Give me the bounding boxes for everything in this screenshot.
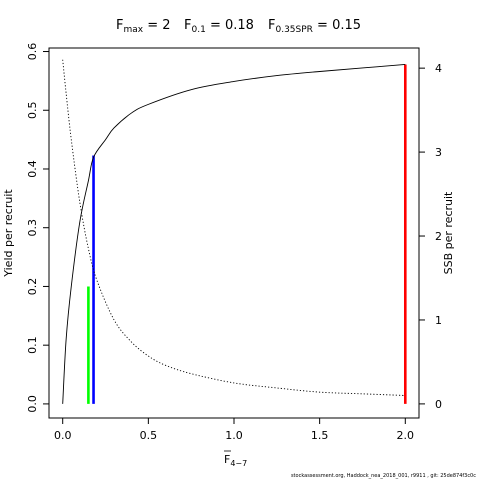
series-layer [62,59,406,404]
y-left-tick-label: 0.6 [26,43,39,61]
reference-lines [87,64,407,404]
y-right-axis: 0 1 2 3 4 [419,62,442,411]
x-axis-title: F4−7 [224,453,247,468]
fspr-symbol: F [268,18,275,33]
y-left-tick-label: 0.2 [26,278,39,296]
y-right-tick-label: 3 [435,146,442,159]
y-right-tick-label: 0 [435,398,442,411]
footer-text: stockassessment.org, Haddock_nea_2018_00… [291,473,476,479]
x-axis: 0.0 0.5 1.0 1.5 2.0 [54,418,414,442]
y-right-tick-label: 1 [435,314,442,327]
y-left-tick-label: 0.4 [26,160,39,178]
f01-subscript: 0.1 [191,25,205,35]
fspr-subscript: 0.35SPR [275,25,312,35]
x-axis-title-main: F [224,453,230,466]
chart-title-f01: F0.1 = 0.18 [184,18,254,35]
chart-title: Fmax = 2 [116,18,171,35]
y-right-tick-label: 2 [435,230,442,243]
x-tick-label: 2.0 [397,429,415,442]
yield-per-recruit-line [62,63,406,404]
y-right-tick-label: 4 [435,62,442,75]
chart-title-fspr: F0.35SPR = 0.15 [268,18,361,35]
y-left-tick-label: 0.1 [26,336,39,354]
fmax-symbol: F [116,18,123,33]
ssb-per-recruit-line [62,59,406,396]
x-tick-label: 1.5 [311,429,329,442]
y-left-tick-label: 0.5 [26,102,39,120]
f01-value: = 0.18 [206,18,254,33]
x-tick-label: 0.5 [140,429,158,442]
x-tick-label: 1.0 [225,429,243,442]
x-axis-title-subscript: 4−7 [230,459,247,468]
fmax-value: = 2 [143,18,170,33]
y-right-axis-title: SSB per recruit [442,191,455,274]
y-left-tick-label: 0.3 [26,219,39,237]
y-left-axis: 0.0 0.1 0.2 0.3 0.4 0.5 0.6 [26,43,49,413]
fmax-subscript: max [123,25,143,35]
x-tick-label: 0.0 [54,429,72,442]
fspr-value: = 0.15 [313,18,361,33]
y-left-axis-title: Yield per recruit [2,189,15,278]
y-left-tick-label: 0.0 [26,395,39,413]
plot-frame [48,47,420,419]
f01-symbol: F [184,18,191,33]
